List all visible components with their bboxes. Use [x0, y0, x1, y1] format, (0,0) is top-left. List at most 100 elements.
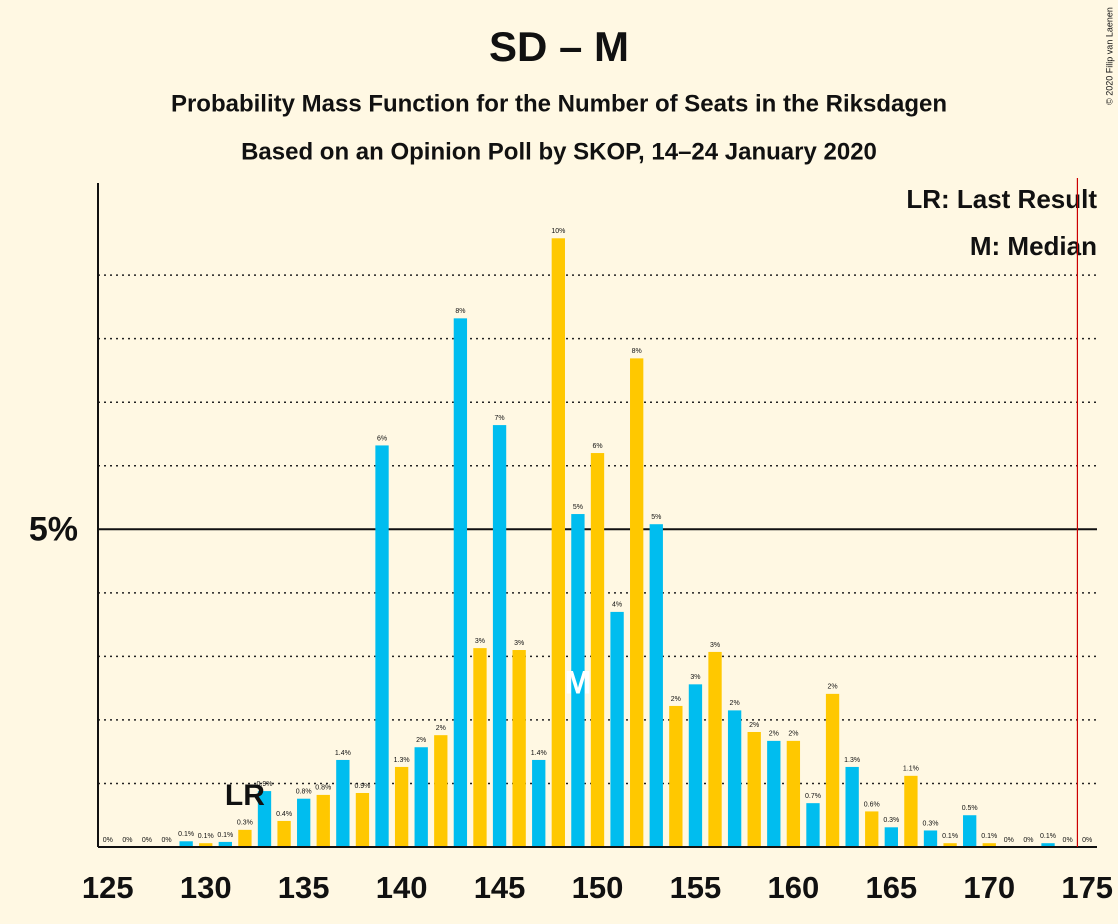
value-label: 0.1% — [198, 833, 214, 840]
bar — [179, 841, 193, 847]
value-label: 0.1% — [942, 833, 958, 840]
value-label: 0% — [161, 837, 171, 844]
bar — [884, 827, 898, 847]
bar — [708, 651, 722, 847]
value-label: 0.5% — [962, 805, 978, 812]
value-label: 0.1% — [217, 832, 233, 839]
bar — [277, 820, 291, 847]
bar — [571, 514, 585, 847]
bar — [414, 747, 428, 847]
bar — [688, 684, 703, 847]
value-label: 2% — [769, 731, 779, 738]
copyright: © 2020 Filip van Laenen — [1104, 7, 1114, 105]
bar — [727, 710, 742, 847]
value-label: 0.4% — [276, 811, 292, 818]
value-label: 6% — [377, 435, 387, 442]
bar — [512, 650, 526, 847]
value-label: 0.3% — [923, 820, 939, 827]
bar — [238, 829, 252, 847]
bar — [943, 843, 957, 847]
bar — [257, 791, 272, 847]
value-label: 0.7% — [805, 793, 821, 800]
bar — [355, 792, 370, 847]
value-label: 0% — [1082, 837, 1092, 844]
bar — [786, 740, 801, 847]
value-label: 5% — [573, 504, 583, 511]
last-result-label: LR — [225, 779, 265, 812]
value-label: 4% — [612, 602, 622, 609]
value-label: 2% — [671, 696, 681, 703]
chart-subtitle: Probability Mass Function for the Number… — [171, 90, 947, 117]
value-label: 0% — [122, 837, 132, 844]
value-label: 2% — [416, 737, 426, 744]
value-label: 1.3% — [394, 757, 410, 764]
bar — [649, 524, 663, 847]
bar — [394, 766, 409, 847]
value-label: 2% — [436, 725, 446, 732]
bar — [630, 358, 644, 847]
x-tick-label: 165 — [865, 870, 917, 905]
value-label: 10% — [551, 228, 565, 235]
value-label: 2% — [827, 684, 837, 691]
value-label: 1.4% — [531, 750, 547, 757]
bar — [845, 766, 859, 847]
bar — [336, 759, 350, 847]
value-label: 2% — [788, 731, 798, 738]
bar — [316, 794, 330, 847]
value-label: 5% — [651, 514, 661, 521]
legend-entry: M: Median — [970, 231, 1097, 261]
x-tick-label: 160 — [768, 870, 820, 905]
median-label: M — [565, 664, 592, 700]
bar — [923, 830, 938, 847]
x-tick-label: 175 — [1061, 870, 1113, 905]
y-tick-label: 5% — [29, 510, 78, 548]
bar — [492, 425, 507, 847]
chart-subtitle: Based on an Opinion Poll by SKOP, 14–24 … — [241, 138, 877, 165]
value-label: 0.8% — [296, 789, 312, 796]
bar — [806, 803, 820, 847]
bar — [473, 648, 487, 847]
x-tick-label: 140 — [376, 870, 428, 905]
bar — [825, 693, 840, 847]
value-label: 1.3% — [844, 757, 860, 764]
x-tick-label: 145 — [474, 870, 526, 905]
x-tick-label: 150 — [572, 870, 624, 905]
bar — [865, 811, 879, 847]
bar — [610, 611, 624, 847]
bar — [375, 445, 389, 847]
chart-title: SD – M — [489, 23, 629, 70]
value-label: 0.6% — [864, 801, 880, 808]
value-label: 0.8% — [315, 785, 331, 792]
value-label: 7% — [494, 415, 504, 422]
bar — [1041, 843, 1055, 847]
value-label: 2% — [730, 700, 740, 707]
bar — [199, 843, 213, 847]
bar — [590, 453, 605, 847]
value-label: 0.1% — [981, 833, 997, 840]
bar — [747, 731, 761, 847]
value-label: 3% — [475, 638, 485, 645]
bar — [767, 740, 781, 847]
value-label: 1.4% — [335, 750, 351, 757]
legend-entry: LR: Last Result — [906, 184, 1097, 214]
bar — [532, 759, 546, 847]
value-label: 8% — [632, 348, 642, 355]
value-label: 0% — [1063, 837, 1073, 844]
value-label: 3% — [690, 674, 700, 681]
value-label: 6% — [592, 443, 602, 450]
x-tick-label: 170 — [963, 870, 1015, 905]
value-label: 0.3% — [237, 820, 253, 827]
value-label: 0% — [142, 837, 152, 844]
bar — [551, 238, 565, 847]
value-label: 0.1% — [1040, 833, 1056, 840]
x-tick-label: 130 — [180, 870, 232, 905]
value-label: 0.9% — [257, 781, 273, 788]
value-label: 1.1% — [903, 766, 919, 773]
bar — [453, 318, 468, 847]
bar — [982, 843, 996, 847]
value-label: 0% — [1023, 837, 1033, 844]
x-tick-label: 125 — [82, 870, 134, 905]
value-label: 0.1% — [178, 831, 194, 838]
value-label: 2% — [749, 722, 759, 729]
